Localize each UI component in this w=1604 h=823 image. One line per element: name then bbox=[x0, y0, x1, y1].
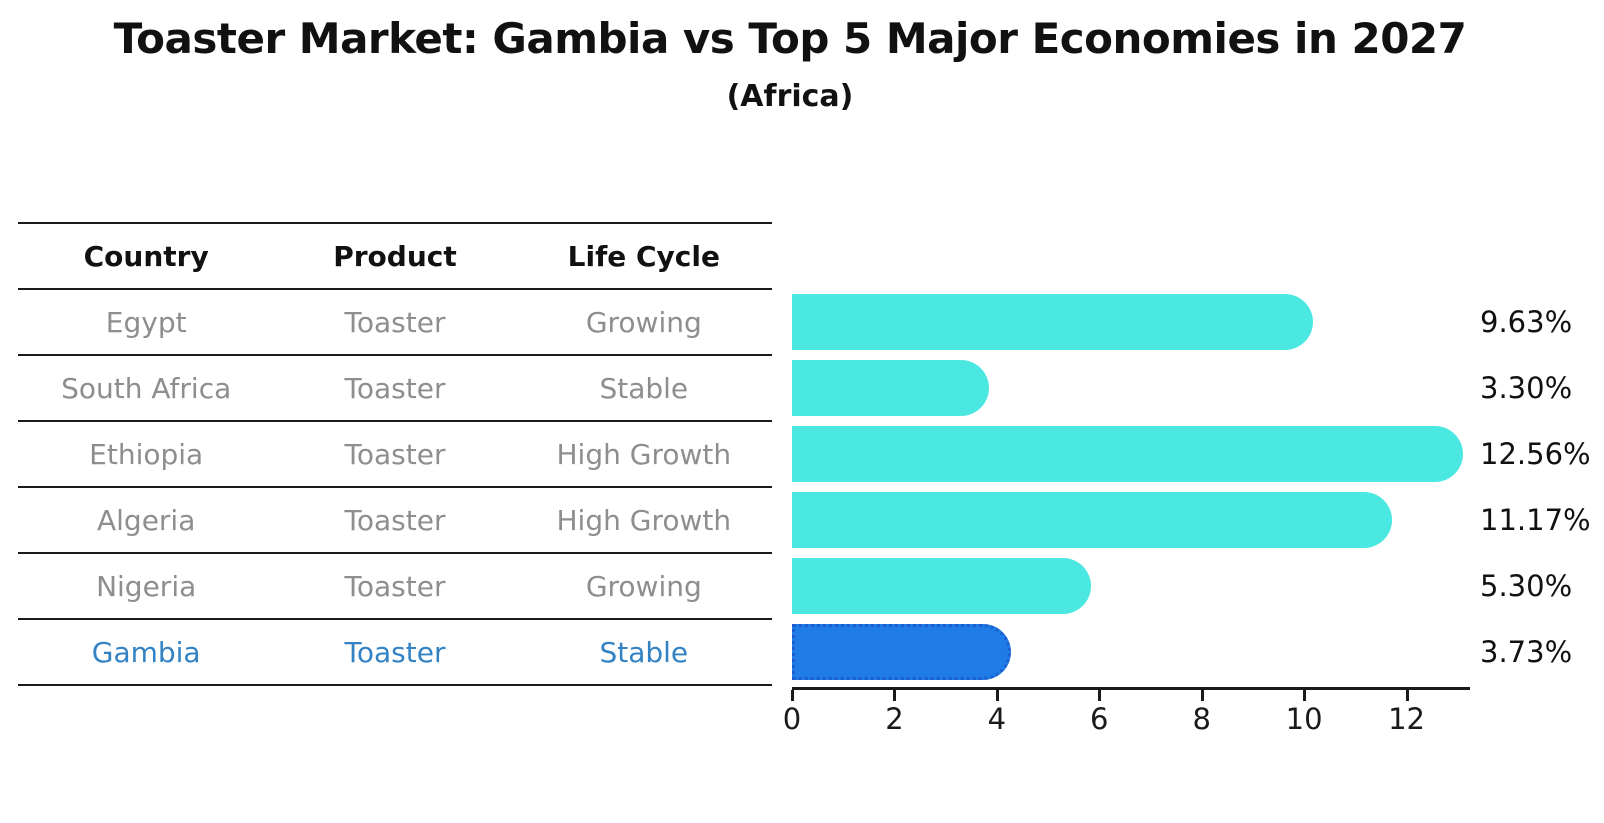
table-row-gambia: Gambia Toaster Stable bbox=[18, 620, 772, 686]
table-row-south-africa: South Africa Toaster Stable bbox=[18, 356, 772, 422]
bar-south-africa bbox=[792, 360, 989, 416]
x-axis-tick-label-0: 0 bbox=[782, 702, 802, 736]
x-axis-tick-mark-0 bbox=[791, 690, 794, 701]
bar-value-label-nigeria: 5.30% bbox=[1480, 569, 1573, 603]
chart-title: Toaster Market: Gambia vs Top 5 Major Ec… bbox=[113, 14, 1467, 63]
bar-algeria bbox=[792, 492, 1392, 548]
life-cycle-cell: Stable bbox=[599, 635, 689, 669]
life-cycle-cell: Growing bbox=[585, 569, 702, 603]
country-cell: Nigeria bbox=[96, 569, 197, 603]
table-row-egypt: Egypt Toaster Growing bbox=[18, 290, 772, 356]
bar-nigeria bbox=[792, 558, 1091, 614]
x-axis-tick-label-6: 6 bbox=[1090, 702, 1109, 736]
bar-ethiopia bbox=[792, 426, 1463, 482]
bar-gambia bbox=[792, 624, 1011, 680]
product-cell: Toaster bbox=[344, 437, 446, 471]
chart-subtitle: (Africa) bbox=[726, 79, 854, 114]
table-row-ethiopia: Ethiopia Toaster High Growth bbox=[18, 422, 772, 488]
country-table: Country Product Life Cycle Egypt Toaster G… bbox=[18, 222, 772, 686]
product-cell: Toaster bbox=[344, 305, 446, 339]
table-row-algeria: Algeria Toaster High Growth bbox=[18, 488, 772, 554]
bar-value-label-south-africa: 3.30% bbox=[1480, 371, 1573, 405]
x-axis-tick-label-4: 4 bbox=[987, 702, 1007, 736]
x-axis-line bbox=[792, 687, 1470, 690]
x-axis-tick-label-8: 8 bbox=[1192, 702, 1211, 736]
country-cell: Algeria bbox=[96, 503, 196, 537]
column-header-life-cycle: Life Cycle bbox=[567, 239, 720, 273]
x-axis-tick-label-10: 10 bbox=[1285, 702, 1323, 736]
product-cell: Toaster bbox=[344, 635, 446, 669]
life-cycle-cell: High Growth bbox=[556, 437, 732, 471]
table-body: Egypt Toaster Growing South Africa Toaster St… bbox=[18, 290, 772, 686]
bar-chart bbox=[792, 288, 1468, 684]
x-axis-tick-mark-2 bbox=[893, 690, 897, 701]
life-cycle-cell: Stable bbox=[599, 371, 689, 405]
bar-value-label-egypt: 9.63% bbox=[1480, 305, 1573, 339]
x-axis-tick-mark-8 bbox=[1200, 690, 1204, 701]
country-cell: South Africa bbox=[61, 371, 232, 405]
x-axis-tick-mark-12 bbox=[1405, 690, 1409, 701]
bar-egypt bbox=[792, 294, 1313, 350]
x-axis-tick-mark-10 bbox=[1303, 690, 1307, 701]
bar-value-label-algeria: 11.17% bbox=[1480, 503, 1591, 537]
bar-value-label-ethiopia: 12.56% bbox=[1480, 437, 1591, 471]
product-cell: Toaster bbox=[344, 503, 446, 537]
product-cell: Toaster bbox=[344, 371, 446, 405]
column-header-country: Country bbox=[83, 239, 209, 273]
life-cycle-cell: Growing bbox=[585, 305, 702, 339]
x-axis-tick-label-2: 2 bbox=[885, 702, 904, 736]
x-axis-tick-label-12: 12 bbox=[1388, 702, 1425, 736]
country-cell: Egypt bbox=[105, 305, 187, 339]
column-header-product: Product bbox=[333, 239, 457, 273]
life-cycle-cell: High Growth bbox=[556, 503, 732, 537]
x-axis-tick-mark-6 bbox=[1098, 690, 1102, 701]
x-axis-tick-mark-4 bbox=[995, 690, 999, 701]
product-cell: Toaster bbox=[344, 569, 446, 603]
bar-value-label-gambia: 3.73% bbox=[1480, 635, 1573, 669]
country-cell: Gambia bbox=[91, 635, 201, 669]
table-row-nigeria: Nigeria Toaster Growing bbox=[18, 554, 772, 620]
table-header-row: Country Product Life Cycle bbox=[18, 224, 772, 290]
country-cell: Ethiopia bbox=[89, 437, 204, 471]
